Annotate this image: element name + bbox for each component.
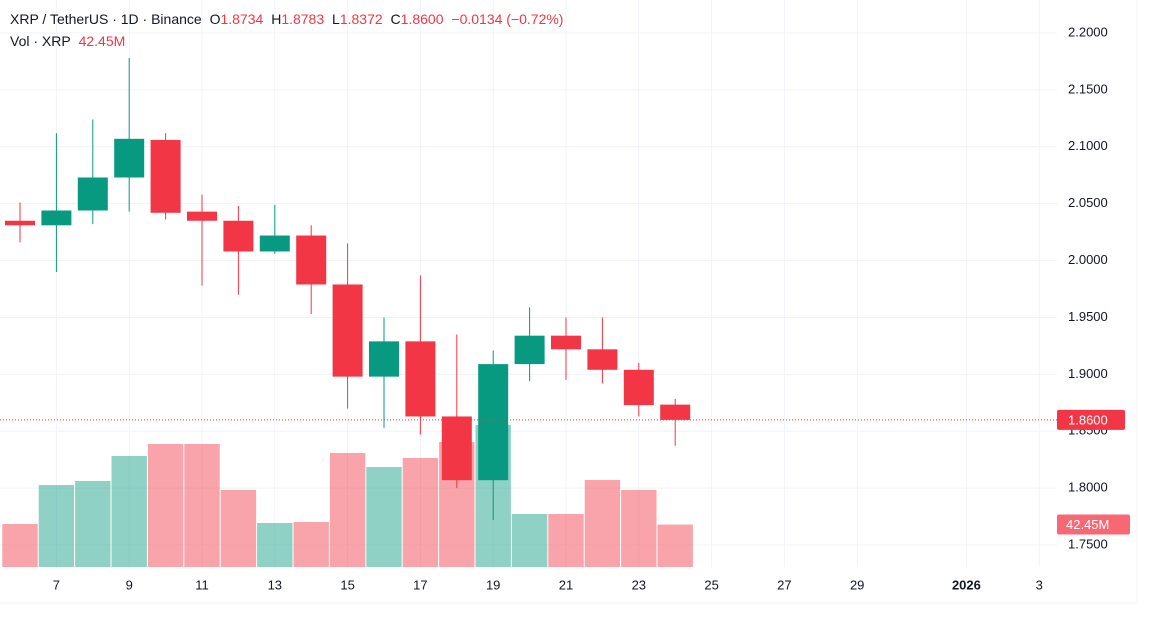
volume-bar xyxy=(111,456,147,567)
volume-bar xyxy=(257,523,293,567)
candle-body xyxy=(114,138,145,178)
candle-body xyxy=(259,235,290,252)
candle-body xyxy=(441,416,472,481)
y-tick-label: 2.1500 xyxy=(1068,81,1108,96)
x-tick-label: 7 xyxy=(53,577,60,592)
volume-bar xyxy=(2,524,38,567)
price-label-box xyxy=(1057,409,1125,430)
high-value: 1.8783 xyxy=(281,11,325,27)
candle-body xyxy=(187,211,217,221)
x-tick-label: 25 xyxy=(704,577,718,592)
y-tick-label: 2.0500 xyxy=(1068,195,1108,210)
x-tick-label: 9 xyxy=(126,577,133,592)
candle-body xyxy=(223,220,254,252)
candle-body xyxy=(150,139,181,213)
candle-body xyxy=(623,369,654,406)
candle-body xyxy=(41,210,72,226)
x-tick-label: 15 xyxy=(340,577,354,592)
ohlc-key: H xyxy=(271,11,282,27)
y-tick-label: 1.7500 xyxy=(1068,536,1108,551)
price-label: 1.8600 xyxy=(1068,412,1108,427)
candle-body xyxy=(296,235,327,285)
symbol-title: XRP / TetherUS · 1D · Binance xyxy=(10,11,202,27)
x-tick-label: 21 xyxy=(559,577,573,592)
volume-bar xyxy=(511,514,548,567)
legend-row: XRP / TetherUS · 1D · Binance O1.8734 H1… xyxy=(10,11,567,27)
low-value: 1.8372 xyxy=(339,11,383,27)
ohlc-key: C xyxy=(390,11,401,27)
volume-bar xyxy=(220,490,257,567)
candle-body xyxy=(405,341,436,417)
x-tick-label: 23 xyxy=(632,577,646,592)
volume-bar xyxy=(402,458,439,567)
y-tick-label: 1.9000 xyxy=(1068,366,1108,381)
x-tick-label: 3 xyxy=(1036,577,1043,592)
ohlc-key: O xyxy=(209,11,221,27)
candle-body xyxy=(332,284,363,377)
volume-legend: Vol · XRP 42.45M xyxy=(10,33,129,49)
x-tick-label: 11 xyxy=(195,577,209,592)
volume-bar xyxy=(147,444,184,567)
volume-bar xyxy=(548,514,584,567)
candle-body xyxy=(587,349,618,370)
x-tick-label: 19 xyxy=(486,577,500,592)
y-tick-label: 1.8000 xyxy=(1068,480,1108,495)
volume-bar xyxy=(329,453,366,567)
candle-body xyxy=(369,341,399,377)
change-value: −0.0134 (−0.72%) xyxy=(451,11,564,27)
candle-body xyxy=(77,177,108,211)
x-tick-label: 29 xyxy=(850,577,864,592)
candle-body xyxy=(5,220,35,226)
volume-label-box xyxy=(1057,514,1130,535)
x-tick-label: 17 xyxy=(413,577,427,592)
close-value: 1.8600 xyxy=(400,11,444,27)
volume-bar xyxy=(184,444,220,567)
volume-bar xyxy=(621,490,657,567)
volume-bar xyxy=(657,524,693,567)
volume-bar xyxy=(584,480,621,567)
candle-body xyxy=(551,335,581,350)
x-tick-label: 2026 xyxy=(952,577,981,592)
x-tick-label: 27 xyxy=(777,577,791,592)
volume-bar xyxy=(38,485,75,567)
y-tick-label: 2.2000 xyxy=(1068,24,1108,39)
ohlc-key: L xyxy=(332,11,340,27)
y-tick-label: 2.0000 xyxy=(1068,252,1108,267)
volume-bar xyxy=(75,481,111,567)
y-tick-label: 2.1000 xyxy=(1068,138,1108,153)
candle-body xyxy=(514,335,545,365)
open-value: 1.8734 xyxy=(220,11,264,27)
y-tick-label: 1.9500 xyxy=(1068,309,1108,324)
candle-body xyxy=(660,404,691,420)
volume-bar xyxy=(366,467,402,567)
candle-body xyxy=(478,364,509,481)
volume-value: 42.45M xyxy=(78,33,126,49)
volume-bar xyxy=(293,522,329,567)
x-tick-label: 13 xyxy=(268,577,282,592)
volume-label: 42.45M xyxy=(1066,517,1109,532)
volume-name: Vol · XRP xyxy=(10,33,71,49)
